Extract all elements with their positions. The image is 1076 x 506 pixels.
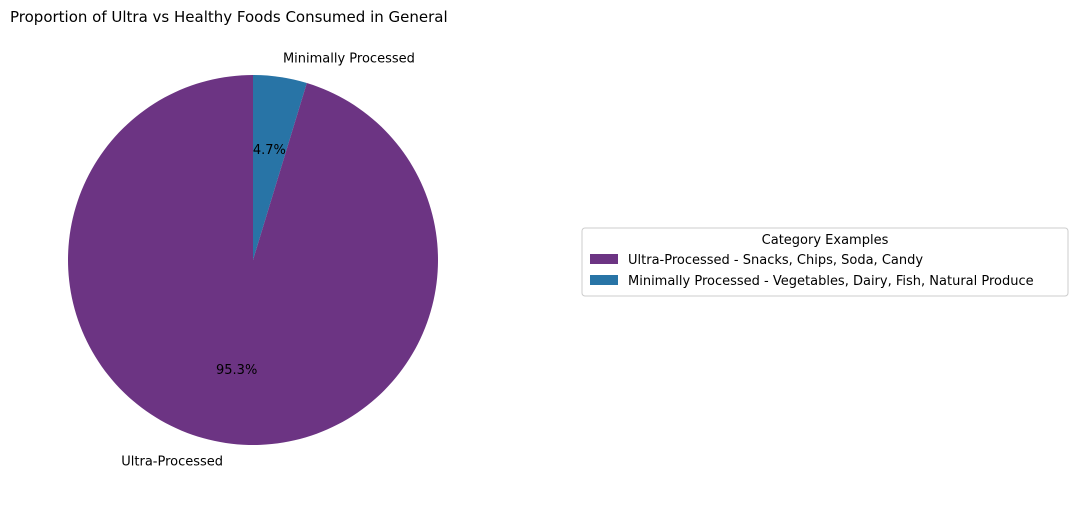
legend-title: Category Examples (762, 233, 889, 248)
legend-frame (581, 227, 1069, 297)
pie-labels: 4.7% Minimally Processed 95.3% Ultra-Proces… (121, 52, 415, 470)
pie-category-label: Ultra-Processed (121, 454, 223, 469)
pie-slice-ultra-processed (68, 75, 439, 445)
legend-swatch (590, 275, 618, 285)
pie-slice-minimally-processed (253, 75, 307, 260)
pie-pct-label: 4.7% (253, 143, 286, 158)
legend-entry-label: Minimally Processed - Vegetables, Dairy,… (628, 274, 1034, 289)
pie-pct-label: 95.3% (216, 363, 257, 378)
legend-entries: Ultra-Processed - Snacks, Chips, Soda, C… (590, 253, 1034, 289)
legend: Category Examples Ultra-Processed - Snac… (581, 227, 1069, 297)
chart-title: Proportion of Ultra vs Healthy Foods Con… (10, 8, 448, 26)
pie-category-label: Minimally Processed (283, 52, 415, 67)
legend-entry-label: Ultra-Processed - Snacks, Chips, Soda, C… (628, 253, 923, 268)
legend-swatch (590, 254, 618, 264)
pie-slices (68, 75, 439, 445)
